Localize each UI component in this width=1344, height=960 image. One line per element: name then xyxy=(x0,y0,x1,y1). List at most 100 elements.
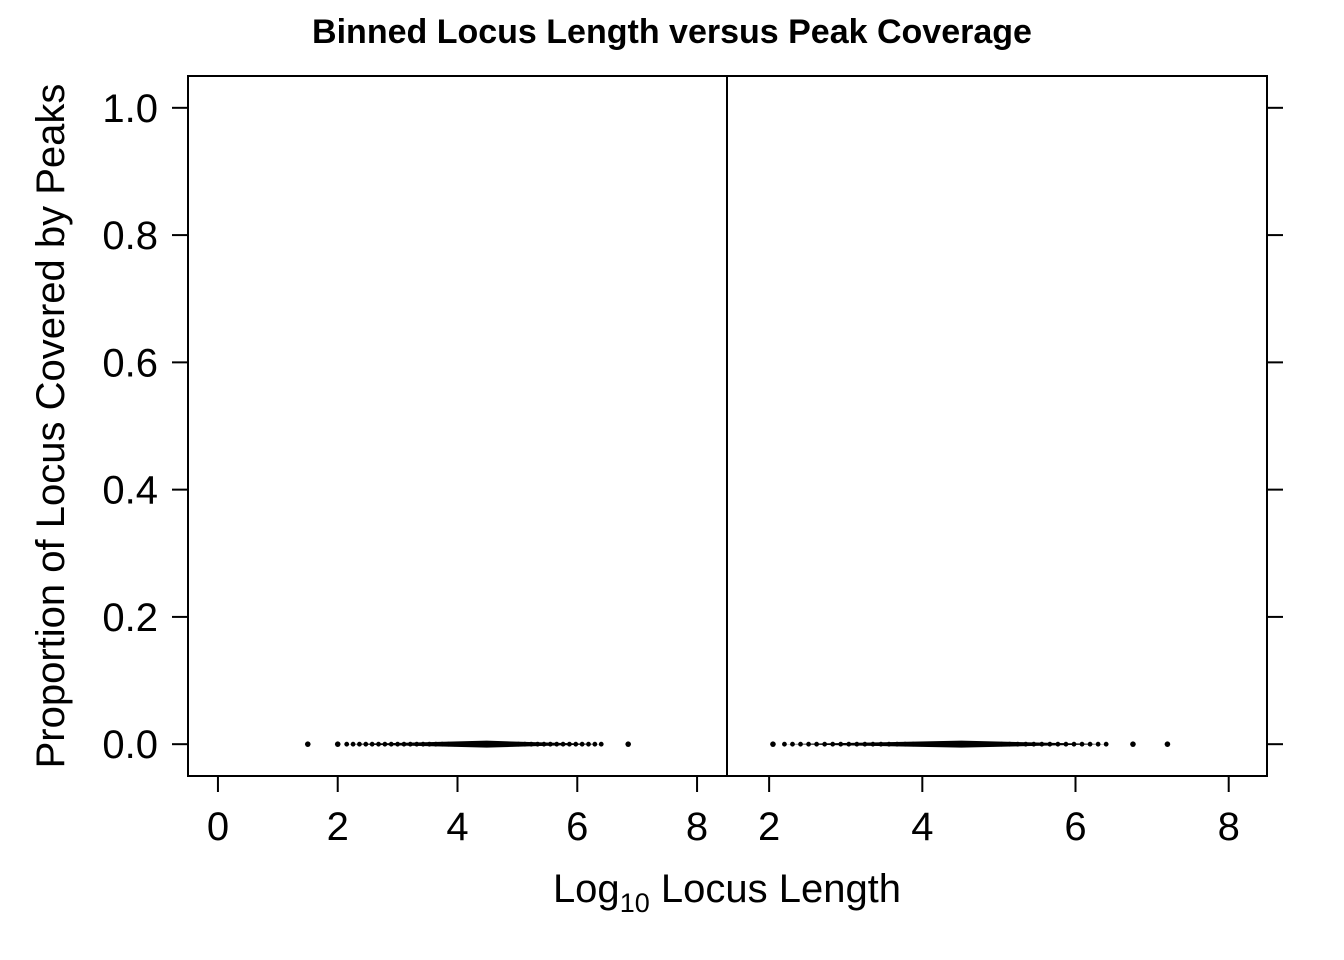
data-point xyxy=(870,741,876,747)
data-point xyxy=(439,741,445,747)
data-point xyxy=(991,741,996,747)
data-point xyxy=(433,741,439,747)
data-point xyxy=(407,741,413,747)
data-point xyxy=(388,741,394,747)
x-tick-label: 2 xyxy=(327,805,349,849)
data-point xyxy=(886,741,892,747)
data-point xyxy=(999,741,1004,747)
data-point xyxy=(830,741,836,747)
data-point xyxy=(1039,741,1045,747)
data-point xyxy=(918,741,924,747)
data-point xyxy=(910,741,916,747)
data-point xyxy=(458,741,464,747)
data-point xyxy=(420,741,426,747)
data-point xyxy=(942,741,948,747)
data-point xyxy=(567,741,572,747)
data-point xyxy=(503,741,509,747)
data-point xyxy=(1164,741,1171,747)
x-tick-label: 0 xyxy=(207,805,229,849)
data-point xyxy=(1023,741,1029,747)
x-axis-title-subscript: 10 xyxy=(620,888,650,918)
data-point xyxy=(958,741,964,747)
data-point xyxy=(579,741,585,747)
data-point xyxy=(934,741,940,747)
data-point xyxy=(369,741,375,747)
x-axis-title-suffix: Locus Length xyxy=(650,867,901,911)
data-point xyxy=(401,741,407,747)
data-point xyxy=(806,741,811,747)
data-point xyxy=(822,741,828,747)
data-point xyxy=(560,741,566,747)
data-point xyxy=(363,741,369,747)
data-point xyxy=(1079,741,1085,747)
x-tick-label: 2 xyxy=(758,805,780,849)
x-axis-title-prefix: Log xyxy=(553,867,620,911)
data-point xyxy=(395,741,401,747)
data-point xyxy=(950,741,956,747)
data-point xyxy=(484,741,490,747)
data-point xyxy=(1087,741,1093,747)
data-point xyxy=(344,741,350,747)
data-point xyxy=(471,741,477,747)
data-point xyxy=(878,741,884,747)
right-panel: 2 4 6 8 xyxy=(758,740,1240,849)
data-point xyxy=(1071,741,1077,747)
data-point xyxy=(814,741,820,747)
data-point xyxy=(1095,741,1101,747)
y-tick-label: 0.0 xyxy=(102,723,158,767)
data-point xyxy=(1130,741,1136,747)
data-point xyxy=(1055,741,1061,747)
data-point xyxy=(414,741,420,747)
data-point xyxy=(357,741,362,747)
data-point xyxy=(1015,741,1021,747)
data-point xyxy=(790,741,795,747)
x-tick-label: 6 xyxy=(1064,805,1086,849)
data-point xyxy=(446,741,451,747)
data-point xyxy=(497,741,502,747)
data-point xyxy=(465,741,471,747)
data-point xyxy=(490,741,496,747)
data-point xyxy=(967,741,972,747)
x-tick-label: 8 xyxy=(1218,805,1240,849)
data-point xyxy=(975,741,980,747)
y-tick-label: 0.4 xyxy=(102,469,158,513)
data-point xyxy=(838,741,844,747)
data-point xyxy=(541,741,547,747)
x-tick-label: 4 xyxy=(911,805,933,849)
data-point xyxy=(522,741,528,747)
data-point xyxy=(376,741,381,747)
y-tick-label: 0.6 xyxy=(102,341,158,385)
data-point xyxy=(1007,741,1013,747)
y-axis-left: 0.0 0.2 0.4 0.6 0.8 1.0 xyxy=(102,87,188,767)
y-axis-title: Proportion of Locus Covered by Peaks xyxy=(29,84,73,769)
data-point xyxy=(1031,741,1037,747)
data-point xyxy=(586,741,591,747)
y-tick-label: 1.0 xyxy=(102,87,158,131)
data-point xyxy=(304,741,311,747)
data-point xyxy=(1047,741,1053,747)
data-point xyxy=(535,741,541,747)
left-panel: 0 2 4 6 8 xyxy=(207,740,708,849)
data-point xyxy=(625,741,631,747)
data-point xyxy=(983,741,988,747)
y-tick-label: 0.8 xyxy=(102,214,158,258)
data-point xyxy=(926,741,932,747)
data-point xyxy=(334,741,341,747)
data-point xyxy=(782,741,787,747)
data-point xyxy=(516,741,521,747)
data-point xyxy=(350,741,356,747)
data-point xyxy=(770,741,776,747)
data-point xyxy=(1063,741,1069,747)
data-point xyxy=(547,741,553,747)
data-point xyxy=(452,741,458,747)
data-point xyxy=(854,741,860,747)
data-point xyxy=(902,741,908,747)
data-point xyxy=(598,741,604,747)
data-point xyxy=(592,741,598,747)
data-point xyxy=(862,741,868,747)
data-point xyxy=(477,741,483,747)
data-point xyxy=(528,741,534,747)
x-tick-label: 4 xyxy=(446,805,468,849)
data-point xyxy=(894,741,900,747)
